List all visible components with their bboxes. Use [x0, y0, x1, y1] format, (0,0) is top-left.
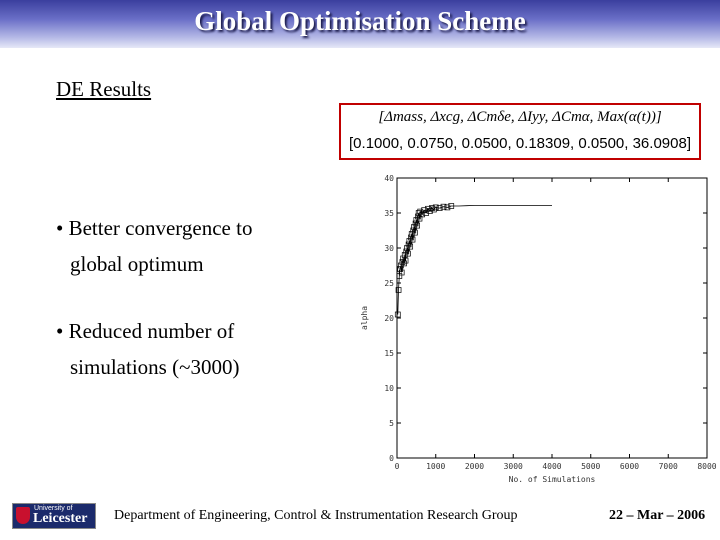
data-point [419, 211, 426, 218]
equation-formula: [Δmass, Δxcg, ΔCmδe, ΔIyy, ΔCmα, Max(α(t… [378, 109, 662, 125]
section-heading: DE Results [56, 77, 152, 101]
data-point [403, 248, 410, 255]
data-point [410, 227, 417, 234]
bullet-simulations-line1: • Reduced number of [56, 319, 235, 343]
bullet-simulations: • Reduced number of simulations (~3000) [56, 313, 239, 385]
y-tick-label: 40 [384, 174, 394, 183]
data-point [399, 259, 406, 265]
data-point [409, 236, 416, 243]
data-point [415, 210, 422, 216]
data-point [406, 238, 413, 244]
data-point [397, 266, 403, 272]
data-point [448, 203, 455, 209]
bullet-simulations-line2: simulations (~3000) [70, 355, 240, 379]
data-point [414, 222, 421, 229]
data-point [404, 250, 411, 257]
slide-title: Global Optimisation Scheme [194, 6, 526, 36]
data-point [430, 206, 437, 213]
footer-department: Department of Engineering, Control & Ins… [114, 508, 518, 523]
bullet-convergence-line1: • Better convergence to [56, 216, 253, 240]
bullet-convergence-line2: global optimum [70, 252, 204, 276]
university-logo: University of Leicester [12, 503, 96, 529]
x-tick-label: 6000 [620, 462, 639, 471]
y-axis-label: alpha [360, 306, 369, 330]
data-point [395, 287, 402, 293]
x-tick-label: 3000 [504, 462, 523, 471]
data-point [412, 220, 419, 227]
equation-box: [Δmass, Δxcg, ΔCmδe, ΔIyy, ΔCmα, Max(α(t… [339, 103, 701, 160]
footer-bar [0, 492, 720, 540]
data-point [398, 269, 405, 276]
equation-values: [0.1000, 0.0750, 0.0500, 0.18309, 0.0500… [349, 135, 691, 152]
data-point [440, 203, 447, 210]
crest-icon [16, 507, 30, 524]
title-bar [0, 0, 720, 48]
data-point [413, 217, 420, 223]
convergence-chart: 0 5 10 15 20 25 30 35 40 0 1000 2000 3000 4000 5000 600… [360, 174, 717, 484]
y-tick-label: 20 [384, 314, 394, 323]
y-tick-label: 25 [384, 279, 394, 288]
data-point [407, 243, 414, 250]
y-tick-label: 0 [389, 454, 394, 463]
x-tick-label: 7000 [659, 462, 678, 471]
data-point [402, 257, 409, 264]
data-point [408, 231, 415, 237]
bullet-convergence: • Better convergence to global optimum [56, 210, 252, 282]
series-line [397, 205, 552, 315]
data-point [405, 241, 412, 248]
y-tick-label: 35 [384, 209, 394, 218]
data-point [401, 252, 408, 258]
data-point [436, 205, 443, 211]
x-tick-label: 1000 [426, 462, 445, 471]
data-point [425, 205, 431, 212]
data-point [429, 205, 435, 211]
x-tick-label: 8000 [697, 462, 716, 471]
data-point [394, 311, 401, 318]
chart-axes-box [396, 177, 708, 459]
x-tick-label: 2000 [465, 462, 484, 471]
y-tick-label: 5 [389, 419, 394, 428]
footer-date: 22 – Mar – 2006 [609, 508, 706, 523]
logo-text-line2: Leicester [33, 511, 88, 526]
data-point [398, 262, 404, 269]
data-point [408, 234, 414, 241]
x-tick-label: 5000 [581, 462, 600, 471]
logo-text-line1: University of [34, 505, 73, 512]
x-tick-label: 4000 [542, 462, 561, 471]
data-point [444, 204, 451, 211]
data-point [432, 204, 439, 211]
y-tick-label: 30 [384, 244, 394, 253]
x-tick-label: 0 [395, 462, 400, 471]
data-point [411, 229, 418, 236]
y-tick-label: 15 [384, 349, 394, 358]
data-point [411, 224, 417, 230]
data-point [404, 245, 410, 251]
data-point [423, 210, 429, 216]
y-tick-label: 10 [384, 384, 394, 393]
x-axis-label: No. of Simulations [509, 475, 596, 484]
